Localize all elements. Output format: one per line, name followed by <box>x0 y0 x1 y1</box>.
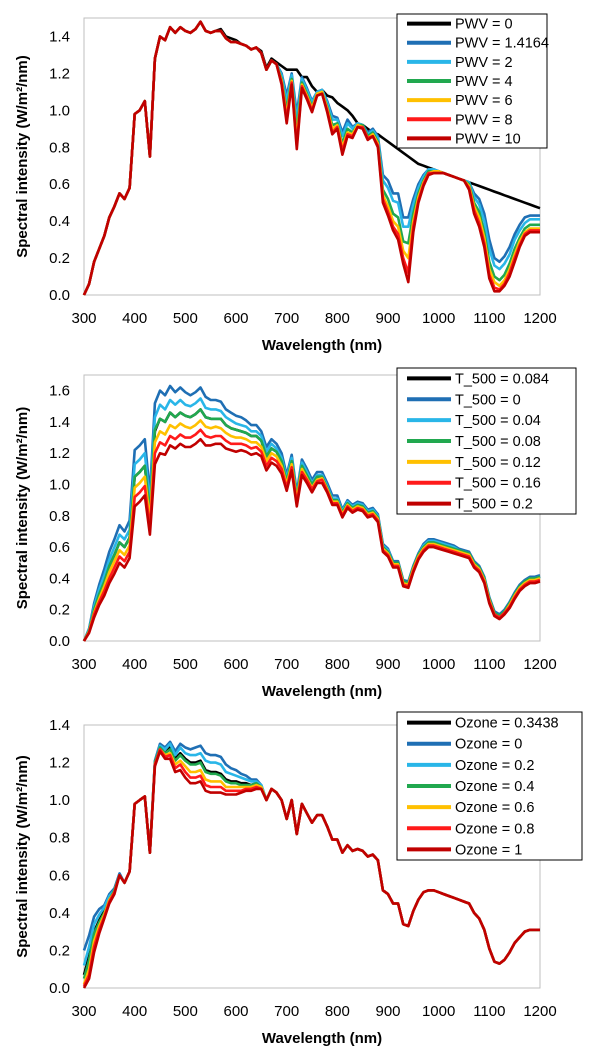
series-group <box>82 384 541 642</box>
y-tick-label: 0.8 <box>49 508 70 525</box>
y-tick-label: 0.8 <box>49 139 70 156</box>
legend: PWV = 0 PWV = 1.4164 PWV = 2 PWV = 4 PWV = 6… <box>396 13 549 149</box>
y-tick-label: 0.0 <box>49 633 70 650</box>
y-tick-label: 1.2 <box>49 65 70 82</box>
y-tick-label: 0.2 <box>49 602 70 619</box>
x-tick-label: 1000 <box>422 310 455 327</box>
y-tick-label: 1.2 <box>49 755 70 772</box>
y-tick-label: 1.4 <box>49 717 70 734</box>
y-tick-label: 0.2 <box>49 250 70 267</box>
y-tick-label: 1.4 <box>49 414 70 431</box>
x-tick-label: 400 <box>122 1003 147 1020</box>
x-tick-label: 1100 <box>473 310 505 327</box>
y-tick-label: 0.6 <box>49 867 70 884</box>
plot-area <box>83 17 541 296</box>
series-line <box>82 749 540 989</box>
series-line <box>82 384 541 642</box>
legend: Ozone = 0.3438 Ozone = 0 Ozone = 0.2 Ozone … <box>396 711 583 861</box>
chart-1: 0.0 0.2 0.4 0.6 0.8 1.0 1.2 1.4 300 400 500 600 700 8… <box>14 13 557 354</box>
x-tick-label: 700 <box>274 656 299 673</box>
x-tick-label: 800 <box>325 310 350 327</box>
legend-entry: T_500 = 0.2 <box>455 497 533 513</box>
legend-entry: Ozone = 0.4 <box>455 779 534 795</box>
x-tick-label: 500 <box>173 310 198 327</box>
series-group <box>82 740 540 989</box>
legend: T_500 = 0.084 T_500 = 0 T_500 = 0.04 T_500 … <box>396 367 577 515</box>
x-tick-label: 500 <box>173 656 198 673</box>
x-tick-label: 800 <box>325 656 350 673</box>
series-line <box>82 20 540 296</box>
y-tick-label: 1.4 <box>49 28 70 45</box>
x-tick-label: 900 <box>375 656 400 673</box>
legend-entry: PWV = 10 <box>455 131 521 147</box>
y-tick-label: 1.0 <box>49 477 70 494</box>
y-tick-label: 0.0 <box>49 287 70 304</box>
x-tick-label: 1200 <box>523 656 556 673</box>
series-line <box>82 408 541 642</box>
x-tick-label: 300 <box>71 1003 96 1020</box>
chart-3: 0.0 0.2 0.4 0.6 0.8 1.0 1.2 1.4 300 400 500 600 700 8… <box>14 711 583 1047</box>
y-tick-label: 0.4 <box>49 570 70 587</box>
x-axis-label: Wavelength (nm) <box>262 1030 382 1047</box>
series-line <box>82 428 541 642</box>
x-tick-label: 500 <box>173 1003 198 1020</box>
y-tick-label: 0.4 <box>49 213 70 230</box>
legend-entry: PWV = 2 <box>455 55 513 71</box>
y-tick-label: 1.0 <box>49 102 70 119</box>
x-tick-label: 1100 <box>473 656 505 673</box>
x-tick-label: 1100 <box>473 1003 505 1020</box>
x-tick-label: 400 <box>122 310 147 327</box>
x-tick-label: 900 <box>375 310 400 327</box>
series-group <box>82 20 541 296</box>
x-tick-label: 600 <box>223 1003 248 1020</box>
legend-entry: T_500 = 0.084 <box>455 371 549 387</box>
legend-entry: T_500 = 0.16 <box>455 476 541 492</box>
legend-entry: PWV = 0 <box>455 17 513 33</box>
x-tick-label: 1000 <box>422 656 455 673</box>
y-tick-label: 0.0 <box>49 980 70 997</box>
legend-entry: T_500 = 0.12 <box>455 455 541 471</box>
y-tick-label: 1.6 <box>49 383 70 400</box>
x-tick-label: 1000 <box>422 1003 455 1020</box>
y-axis-label: Spectral intensity (W/m²/nm) <box>14 755 31 958</box>
legend-entry: PWV = 6 <box>455 93 513 109</box>
x-tick-label: 700 <box>274 310 299 327</box>
legend-entry: T_500 = 0 <box>455 392 521 408</box>
y-tick-label: 1.0 <box>49 792 70 809</box>
chart-2: 0.0 0.2 0.4 0.6 0.8 1.0 1.2 1.4 1.6 300 400 500 600 7… <box>14 367 577 700</box>
y-axis-label: Spectral intensity (W/m²/nm) <box>14 407 31 610</box>
x-axis-label: Wavelength (nm) <box>262 337 382 354</box>
y-tick-label: 0.4 <box>49 905 70 922</box>
legend-entry: Ozone = 0 <box>455 737 522 753</box>
legend-entry: Ozone = 1 <box>455 842 522 858</box>
legend-entry: PWV = 4 <box>455 74 513 90</box>
y-tick-label: 0.8 <box>49 830 70 847</box>
x-tick-label: 300 <box>71 310 96 327</box>
legend-entry: Ozone = 0.3438 <box>455 716 559 732</box>
legend-entry: Ozone = 0.8 <box>455 821 534 837</box>
x-tick-label: 900 <box>375 1003 400 1020</box>
legend-entry: T_500 = 0.08 <box>455 434 541 450</box>
legend-entry: Ozone = 0.2 <box>455 758 534 774</box>
series-line <box>82 437 541 642</box>
x-tick-label: 800 <box>325 1003 350 1020</box>
legend-entry: Ozone = 0.6 <box>455 800 534 816</box>
legend-entry: T_500 = 0.04 <box>455 413 541 429</box>
legend-entry: PWV = 1.4164 <box>455 36 549 52</box>
x-tick-label: 400 <box>122 656 147 673</box>
x-axis-label: Wavelength (nm) <box>262 683 382 700</box>
x-tick-label: 600 <box>223 310 248 327</box>
x-tick-label: 1200 <box>523 310 556 327</box>
x-tick-label: 600 <box>223 656 248 673</box>
y-axis-label: Spectral intensity (W/m²/nm) <box>14 55 31 258</box>
y-tick-label: 0.6 <box>49 176 70 193</box>
x-tick-label: 300 <box>71 656 96 673</box>
x-tick-label: 700 <box>274 1003 299 1020</box>
x-tick-label: 1200 <box>523 1003 556 1020</box>
legend-entry: PWV = 8 <box>455 112 513 128</box>
y-tick-label: 1.2 <box>49 445 70 462</box>
y-tick-label: 0.2 <box>49 942 70 959</box>
y-tick-label: 0.6 <box>49 539 70 556</box>
